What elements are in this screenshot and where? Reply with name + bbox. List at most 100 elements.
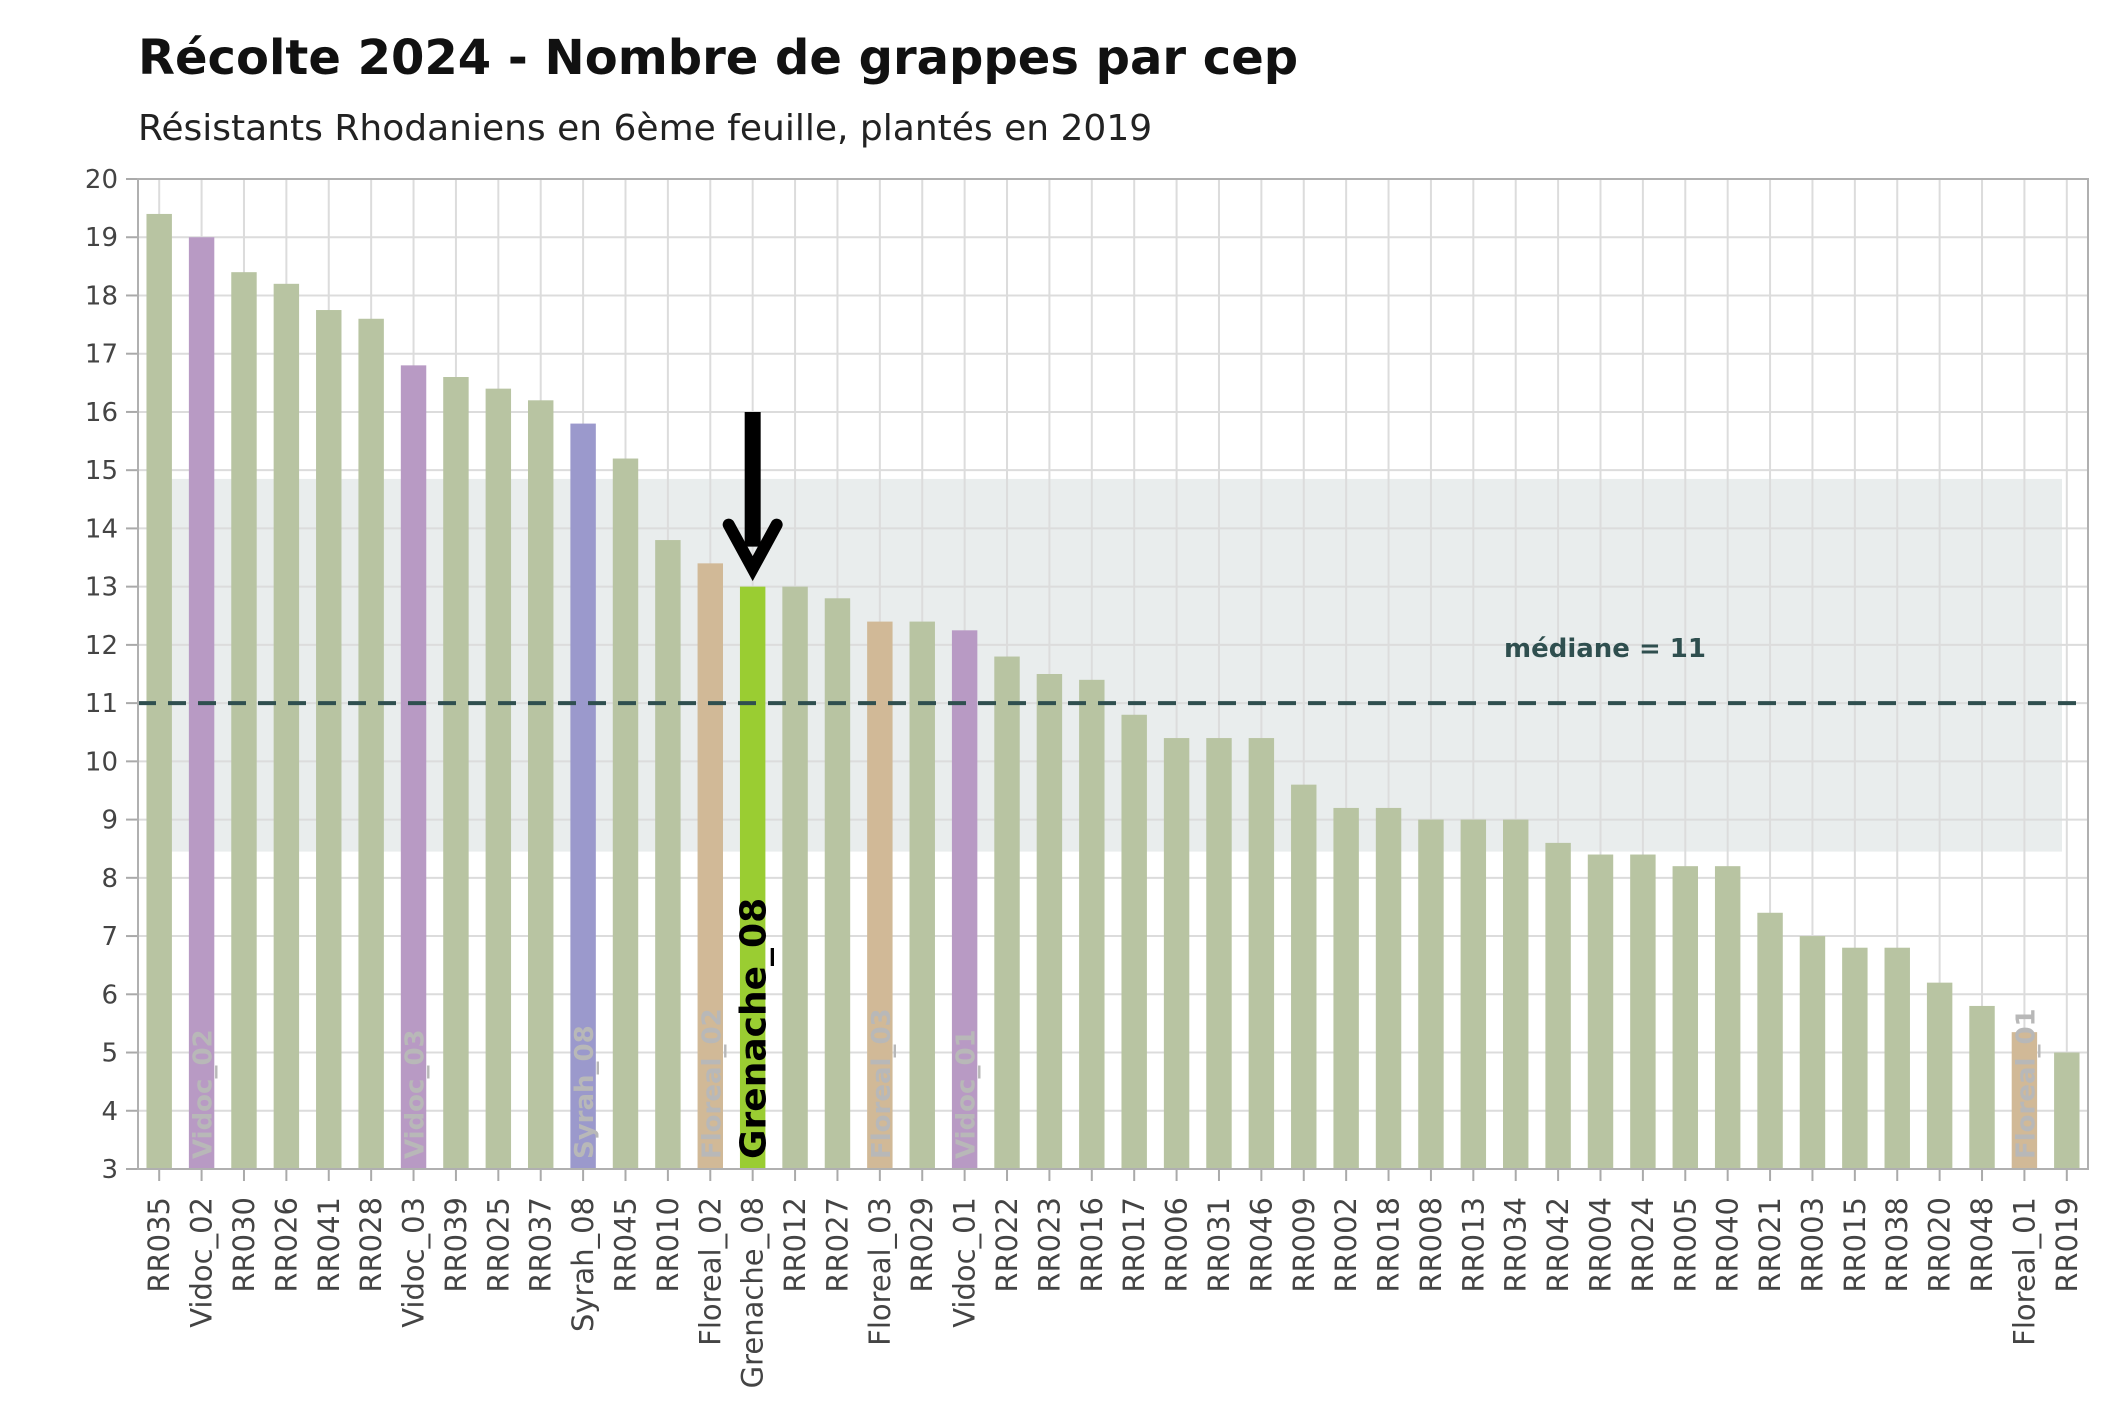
x-category-label: Vidoc_03 bbox=[397, 1197, 431, 1328]
y-tick-label: 13 bbox=[85, 573, 118, 603]
bar-rr028 bbox=[358, 318, 384, 1169]
in-bar-label: Floreal_02 bbox=[697, 1008, 727, 1159]
bar-rr020 bbox=[1926, 982, 1953, 1169]
chart-subtitle: Résistants Rhodaniens en 6ème feuille, p… bbox=[138, 108, 1153, 149]
bar-rr010 bbox=[655, 540, 681, 1169]
x-category-label: RR016 bbox=[1075, 1197, 1109, 1293]
x-category-label: Syrah_08 bbox=[566, 1197, 600, 1332]
bar-rr029 bbox=[909, 621, 935, 1169]
x-category-label: RR030 bbox=[227, 1197, 261, 1293]
x-category-label: RR006 bbox=[1160, 1197, 1194, 1293]
bar-rr035 bbox=[146, 213, 172, 1170]
y-tick-label: 7 bbox=[101, 922, 118, 952]
in-bar-label: Syrah_08 bbox=[570, 1025, 600, 1159]
x-category-label: RR023 bbox=[1032, 1197, 1066, 1293]
bar-floreal-01 bbox=[2011, 1032, 2038, 1169]
x-category-label: RR039 bbox=[439, 1197, 473, 1293]
x-category-label: RR017 bbox=[1117, 1197, 1151, 1293]
x-category-label: RR041 bbox=[312, 1197, 346, 1293]
plot-border bbox=[137, 178, 2089, 1170]
x-category-label: RR024 bbox=[1626, 1197, 1660, 1293]
bar-rr030 bbox=[231, 272, 257, 1169]
bar-rr023 bbox=[1036, 674, 1063, 1169]
y-tick-label: 19 bbox=[85, 223, 118, 253]
x-category-label: RR046 bbox=[1244, 1197, 1278, 1293]
x-category-label: RR009 bbox=[1287, 1197, 1321, 1293]
bar-rr038 bbox=[1884, 947, 1910, 1169]
in-bar-label: Grenache_08 bbox=[734, 898, 775, 1159]
bar-rr041 bbox=[316, 310, 342, 1169]
in-bar-label: Vidoc_01 bbox=[952, 1029, 982, 1159]
y-tick-label: 20 bbox=[85, 165, 118, 195]
y-tick-label: 6 bbox=[101, 980, 118, 1010]
in-bar-label: Vidoc_03 bbox=[401, 1029, 431, 1159]
chart-title: Récolte 2024 - Nombre de grappes par cep bbox=[138, 30, 1299, 86]
x-category-label: RR008 bbox=[1414, 1197, 1448, 1293]
x-category-label: Floreal_03 bbox=[863, 1197, 897, 1346]
bar-rr045 bbox=[612, 458, 639, 1169]
x-category-label: RR027 bbox=[820, 1197, 854, 1293]
bar-vidoc-03 bbox=[400, 365, 427, 1170]
median-label: médiane = 11 bbox=[1504, 634, 1706, 664]
bar-rr046 bbox=[1248, 738, 1275, 1169]
bar-rr006 bbox=[1163, 738, 1190, 1169]
bar-rr021 bbox=[1757, 912, 1783, 1169]
bar-rr002 bbox=[1333, 807, 1359, 1169]
y-tick-label: 11 bbox=[85, 689, 118, 719]
bar-grenache-08 bbox=[739, 586, 766, 1169]
x-category-label: RR031 bbox=[1202, 1197, 1236, 1293]
x-category-label: Grenache_08 bbox=[736, 1197, 770, 1388]
bar-rr008 bbox=[1418, 819, 1444, 1169]
x-category-label: RR003 bbox=[1795, 1197, 1829, 1293]
bar-vidoc-01 bbox=[951, 630, 978, 1169]
x-category-label: RR018 bbox=[1372, 1197, 1406, 1293]
bar-rr025 bbox=[485, 388, 512, 1169]
in-bar-label: Floreal_03 bbox=[867, 1008, 897, 1159]
bar-rr042 bbox=[1545, 842, 1571, 1169]
x-category-label: RR035 bbox=[142, 1197, 176, 1293]
y-tick-label: 9 bbox=[101, 806, 118, 836]
x-category-label: RR037 bbox=[524, 1197, 558, 1293]
bar-rr004 bbox=[1587, 854, 1614, 1169]
x-category-label: RR042 bbox=[1541, 1197, 1575, 1293]
x-category-label: RR028 bbox=[354, 1197, 388, 1293]
x-category-label: RR010 bbox=[651, 1197, 685, 1293]
x-category-label: RR029 bbox=[905, 1197, 939, 1293]
y-tick-label: 17 bbox=[85, 340, 118, 370]
x-category-label: RR045 bbox=[609, 1197, 643, 1293]
y-tick-label: 14 bbox=[85, 514, 118, 544]
y-tick-label: 10 bbox=[85, 747, 118, 777]
x-category-label: RR025 bbox=[481, 1197, 515, 1293]
x-category-label: RR004 bbox=[1584, 1197, 1618, 1293]
x-category-label: RR040 bbox=[1711, 1197, 1745, 1293]
y-tick-label: 5 bbox=[101, 1039, 118, 1069]
bar-rr009 bbox=[1291, 784, 1317, 1169]
x-category-label: RR019 bbox=[2050, 1197, 2084, 1293]
x-category-label: Vidoc_01 bbox=[948, 1197, 982, 1328]
bar-rr024 bbox=[1630, 854, 1656, 1169]
bar-rr048 bbox=[1969, 1005, 1995, 1169]
y-tick-label: 3 bbox=[101, 1155, 118, 1185]
x-category-label: RR020 bbox=[1923, 1197, 1957, 1293]
y-tick-label: 12 bbox=[85, 631, 118, 661]
x-category-label: RR002 bbox=[1329, 1197, 1363, 1293]
bar-rr022 bbox=[994, 656, 1020, 1169]
bar-rr015 bbox=[1842, 947, 1868, 1169]
interquartile-band bbox=[164, 478, 2062, 852]
x-category-label: RR015 bbox=[1838, 1197, 1872, 1293]
bar-rr019 bbox=[2054, 1052, 2080, 1169]
x-category-label: Floreal_02 bbox=[693, 1197, 727, 1346]
bar-rr040 bbox=[1714, 866, 1741, 1169]
highlight-arrow-head bbox=[722, 518, 783, 582]
x-category-label: Floreal_01 bbox=[2007, 1197, 2041, 1346]
in-bar-label: Vidoc_02 bbox=[189, 1029, 219, 1159]
x-category-label: RR026 bbox=[269, 1197, 303, 1293]
y-tick-label: 18 bbox=[85, 281, 118, 311]
bar-floreal-03 bbox=[867, 621, 893, 1169]
x-category-label: RR034 bbox=[1499, 1197, 1533, 1293]
y-tick-label: 4 bbox=[101, 1097, 118, 1127]
y-tick-label: 8 bbox=[101, 864, 118, 894]
x-category-label: RR012 bbox=[778, 1197, 812, 1293]
y-tick-label: 16 bbox=[85, 398, 118, 428]
